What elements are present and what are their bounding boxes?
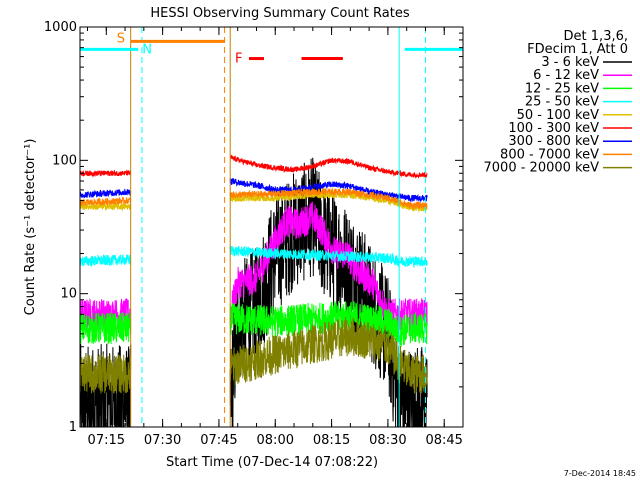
x-tick-label-0: 07:15 bbox=[88, 433, 125, 448]
legend-entry-2: 12 - 25 keV bbox=[525, 81, 599, 96]
y-axis-label: Count Rate (s⁻¹ detector⁻¹) bbox=[23, 139, 38, 316]
y-tick-label-2: 100 bbox=[52, 153, 77, 168]
flag-label-f: F bbox=[235, 52, 242, 67]
footer-date: 7-Dec-2014 18:45 bbox=[564, 469, 636, 478]
series-line-3-seg-0 bbox=[80, 253, 132, 268]
series-line-2-seg-0 bbox=[80, 312, 132, 345]
series-line-3-seg-1 bbox=[229, 245, 428, 269]
series-line-4-seg-0 bbox=[80, 202, 132, 212]
y-tick-label-1: 10 bbox=[60, 287, 77, 302]
series-line-8-seg-0 bbox=[80, 353, 132, 394]
series-line-7-seg-0 bbox=[80, 196, 132, 207]
plot-frame bbox=[79, 26, 464, 428]
x-tick-label-4: 08:15 bbox=[313, 433, 350, 448]
series-line-7-seg-1 bbox=[229, 186, 428, 211]
x-tick-label-1: 07:30 bbox=[144, 433, 181, 448]
series-line-8-seg-1 bbox=[229, 317, 428, 394]
x-tick-label-6: 08:45 bbox=[425, 433, 462, 448]
series-line-2-seg-1 bbox=[229, 300, 428, 347]
legend-entry-7: 800 - 7000 keV bbox=[500, 147, 599, 162]
flag-label-n: N bbox=[142, 42, 152, 57]
legend-entry-5: 100 - 300 keV bbox=[508, 121, 599, 136]
legend-header-1: FDecim 1, Att 0 bbox=[527, 42, 628, 57]
series-line-5-seg-0 bbox=[80, 169, 132, 178]
x-tick-label-3: 08:00 bbox=[257, 433, 294, 448]
x-tick-label-5: 08:30 bbox=[369, 433, 406, 448]
y-tick-label-0: 1 bbox=[69, 420, 77, 435]
flag-label-s: S bbox=[117, 31, 125, 46]
plot-area bbox=[80, 27, 463, 427]
axes: S N F 1 10 100 1000 07:15 07:30 07:45 08:00 08:15 08… bbox=[23, 20, 464, 448]
series-line-5-seg-1 bbox=[229, 154, 428, 179]
chart-title: HESSI Observing Summary Count Rates bbox=[150, 6, 409, 21]
y-tick-label-3: 1000 bbox=[44, 20, 77, 35]
series-line-6-seg-0 bbox=[80, 188, 132, 199]
legend-entry-0: 3 - 6 keV bbox=[541, 55, 599, 70]
legend-entry-3: 25 - 50 keV bbox=[525, 95, 599, 110]
legend-header-0: Det 1,3,6, bbox=[564, 29, 628, 44]
legend-entry-8: 7000 - 20000 keV bbox=[484, 161, 600, 176]
legend-entry-4: 50 - 100 keV bbox=[517, 108, 600, 123]
x-axis-label: Start Time (07-Dec-14 07:08:22) bbox=[166, 455, 378, 470]
legend-entry-1: 6 - 12 keV bbox=[533, 68, 599, 83]
series-line-0-seg-0 bbox=[80, 343, 132, 427]
legend-entry-6: 300 - 800 keV bbox=[508, 134, 599, 149]
x-tick-label-2: 07:45 bbox=[200, 433, 237, 448]
series-line-1-seg-1 bbox=[229, 201, 428, 331]
